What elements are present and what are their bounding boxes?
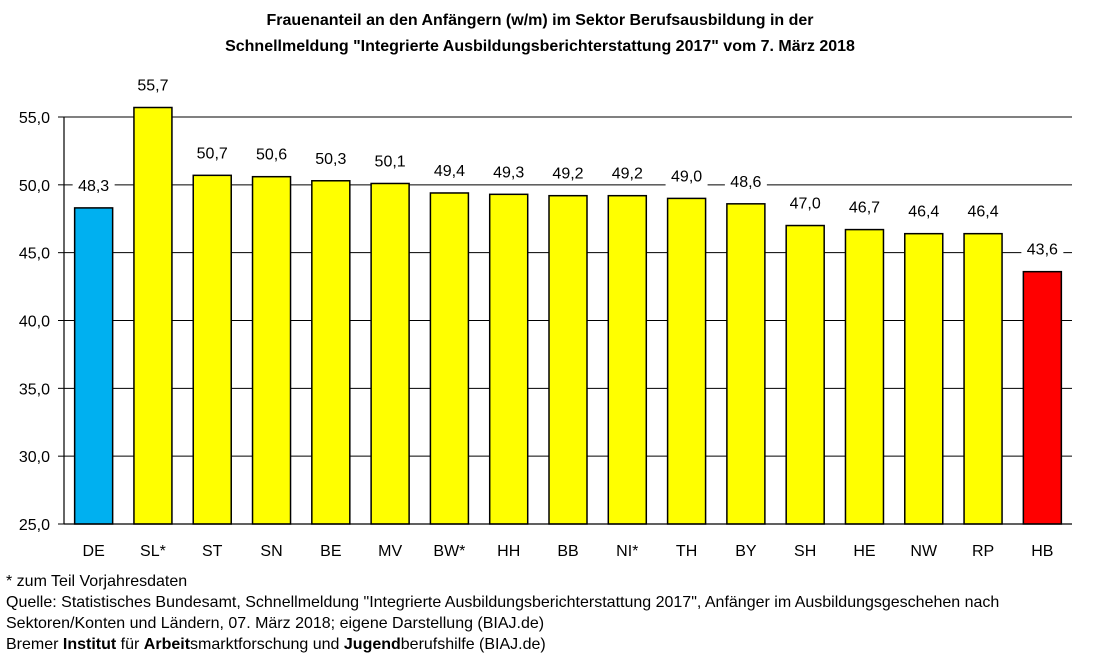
y-tick-label: 25,0 bbox=[19, 517, 50, 534]
bar-sl bbox=[133, 106, 173, 525]
data-label: 46,4 bbox=[967, 204, 998, 221]
data-label-background bbox=[843, 197, 886, 218]
chart-title-line-2: Schnellmeldung "Integrierte Ausbildungsb… bbox=[225, 38, 855, 55]
x-tick-label: RP bbox=[972, 543, 994, 560]
x-tick-label: SN bbox=[260, 543, 282, 560]
y-tick-label: 45,0 bbox=[19, 246, 50, 263]
bar-hb bbox=[1022, 270, 1063, 525]
y-tick-label: 50,0 bbox=[19, 178, 50, 195]
x-axis-category-labels: DE SL* ST SN BE MV BW* HH BB NI* TH BY SH HE NW RP HB bbox=[83, 543, 1054, 560]
data-label: 46,4 bbox=[908, 204, 939, 221]
bar-bb bbox=[548, 194, 588, 525]
x-tick-label: HE bbox=[853, 543, 875, 560]
y-axis-tick-labels: 25,0 30,0 35,0 40,0 45,0 50,0 55,0 bbox=[19, 110, 50, 534]
chart-notes: * zum Teil Vorjahresdaten Quelle: Statis… bbox=[6, 571, 999, 655]
chart-title-line-1: Frauenanteil an den Anfängern (w/m) im S… bbox=[266, 12, 813, 29]
bars bbox=[73, 106, 1063, 525]
y-tick-label: 35,0 bbox=[19, 381, 50, 398]
data-label: 47,0 bbox=[790, 196, 821, 213]
data-label-background bbox=[369, 151, 412, 172]
bar-ni bbox=[607, 194, 648, 525]
x-tick-label: MV bbox=[378, 543, 402, 560]
data-label-background bbox=[309, 148, 352, 169]
bar-st bbox=[192, 174, 232, 525]
data-label-background bbox=[1021, 239, 1064, 260]
bar-nw bbox=[904, 232, 944, 525]
data-label-background bbox=[962, 201, 1005, 222]
data-label-background bbox=[250, 144, 293, 165]
data-label: 43,6 bbox=[1027, 242, 1058, 259]
x-tick-label: HB bbox=[1031, 543, 1053, 560]
data-label-background bbox=[191, 143, 234, 164]
data-label-background bbox=[902, 201, 945, 222]
data-labels: 48,3 55,7 50,7 50,6 50,3 50,1 49,4 49,3 49,2 49,2… bbox=[72, 75, 1064, 260]
data-label: 50,1 bbox=[375, 153, 406, 170]
data-label-background bbox=[131, 75, 174, 96]
bar-mv bbox=[370, 182, 410, 525]
data-label-background bbox=[428, 160, 471, 181]
bar-by bbox=[726, 203, 766, 525]
data-label: 50,6 bbox=[256, 147, 287, 164]
axes bbox=[58, 116, 1072, 525]
data-label-background bbox=[547, 163, 589, 184]
y-tick-label: 30,0 bbox=[19, 449, 50, 466]
x-tick-label: BW* bbox=[433, 543, 465, 560]
data-label-background bbox=[784, 193, 827, 214]
data-label: 49,2 bbox=[612, 166, 643, 183]
data-label-background bbox=[487, 162, 530, 183]
data-label: 48,6 bbox=[730, 174, 761, 191]
data-label: 48,3 bbox=[78, 178, 109, 195]
data-label: 49,4 bbox=[434, 163, 465, 180]
source-line-2: Sektoren/Konten und Ländern, 07. März 20… bbox=[6, 615, 545, 632]
bar-he bbox=[844, 228, 885, 525]
bar-be bbox=[311, 180, 351, 525]
bar-bw bbox=[429, 192, 470, 525]
data-label-background bbox=[72, 175, 115, 196]
data-label: 50,3 bbox=[315, 151, 346, 168]
data-label-background bbox=[606, 163, 649, 184]
x-tick-label: NW bbox=[910, 543, 938, 560]
x-tick-label: SL* bbox=[140, 543, 166, 560]
bar-rp bbox=[963, 232, 1003, 525]
data-label: 50,7 bbox=[197, 145, 228, 162]
data-label: 55,7 bbox=[137, 78, 168, 95]
x-tick-label: BB bbox=[557, 543, 578, 560]
bar-sn bbox=[251, 175, 292, 525]
bar-de bbox=[73, 207, 114, 525]
x-tick-label: TH bbox=[676, 543, 697, 560]
x-tick-label: DE bbox=[83, 543, 105, 560]
data-label: 46,7 bbox=[849, 200, 880, 217]
data-label-background bbox=[724, 171, 767, 192]
x-tick-label: ST bbox=[202, 543, 223, 560]
y-tick-label: 40,0 bbox=[19, 314, 50, 331]
organization-line: Bremer Institut für Arbeitsmarktforschun… bbox=[6, 636, 546, 653]
data-label: 49,3 bbox=[493, 164, 524, 181]
bar-sh bbox=[785, 224, 825, 525]
source-line-1: Quelle: Statistisches Bundesamt, Schnell… bbox=[6, 594, 1000, 611]
footnote: * zum Teil Vorjahresdaten bbox=[6, 573, 188, 590]
bar-th bbox=[666, 197, 707, 525]
x-tick-label: BE bbox=[320, 543, 341, 560]
bar-hh bbox=[488, 193, 529, 525]
data-label: 49,2 bbox=[552, 166, 583, 183]
data-label: 49,0 bbox=[671, 168, 702, 185]
x-tick-label: BY bbox=[735, 543, 757, 560]
y-tick-label: 55,0 bbox=[19, 110, 50, 127]
x-tick-label: NI* bbox=[616, 543, 638, 560]
x-tick-label: SH bbox=[794, 543, 816, 560]
x-tick-label: HH bbox=[497, 543, 520, 560]
data-label-background bbox=[665, 166, 708, 187]
